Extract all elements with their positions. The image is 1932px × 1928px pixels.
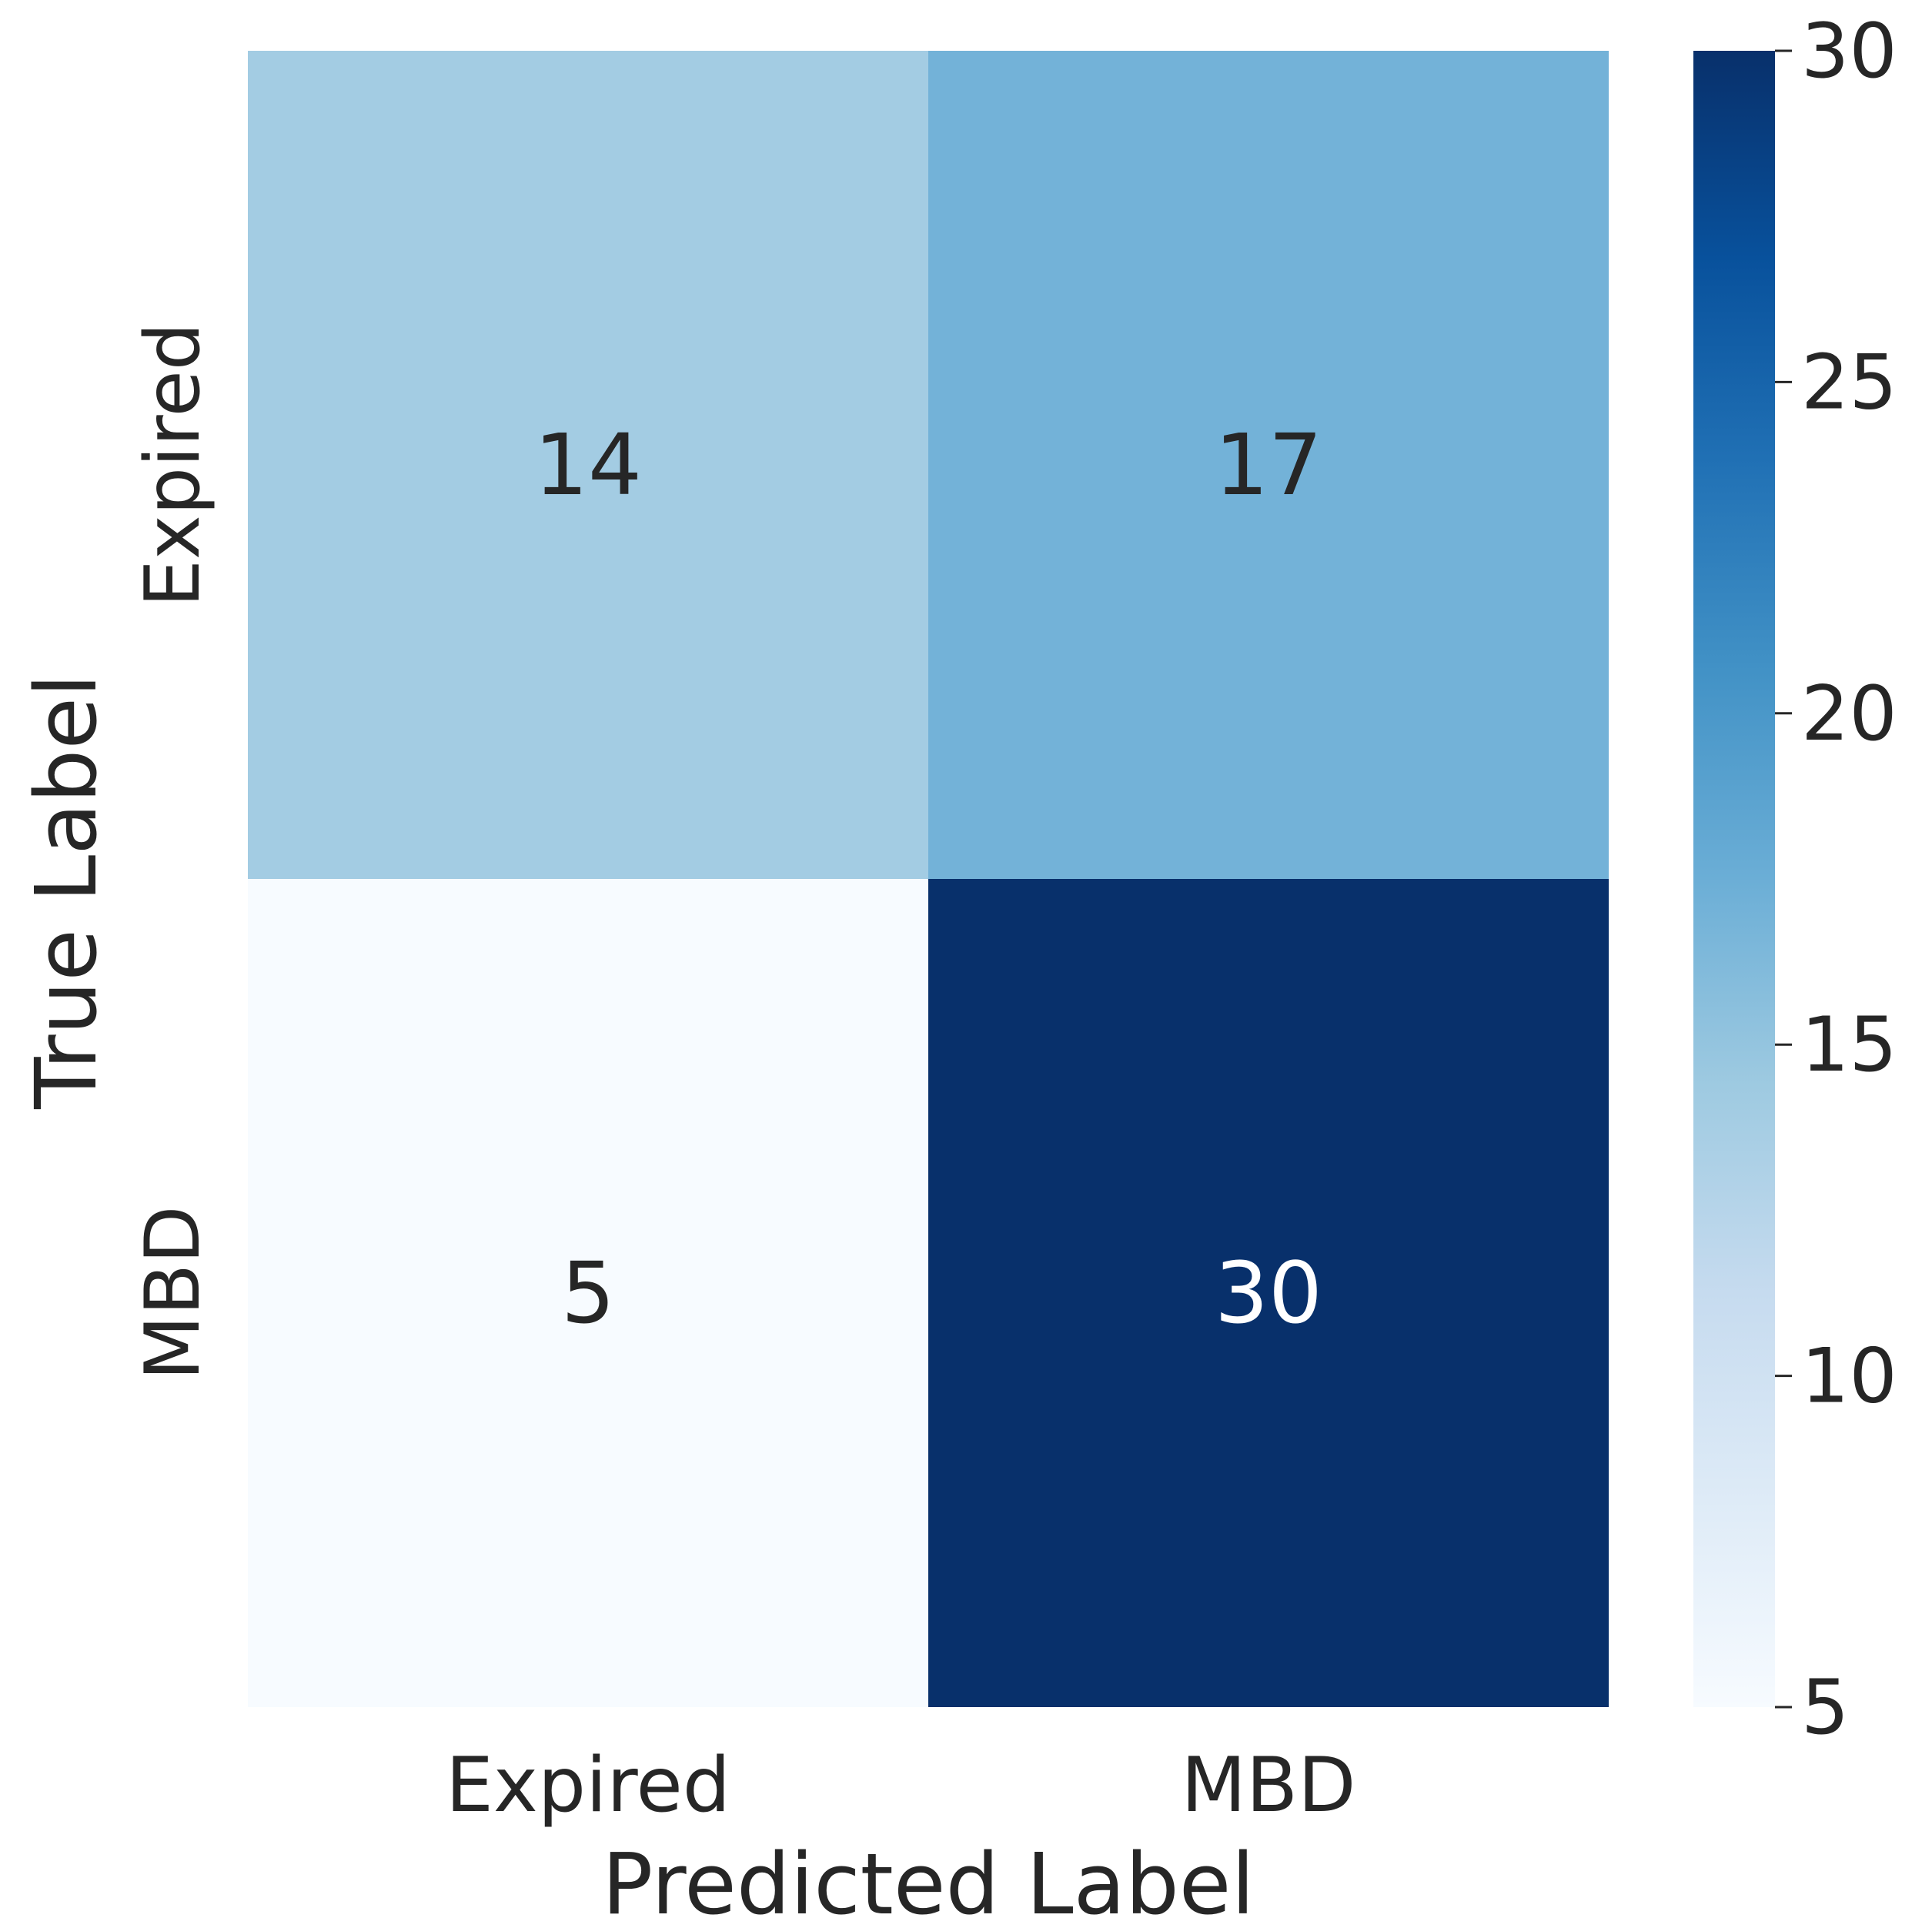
heatmap-annotations: 14 17 5 30 (534, 416, 1322, 1342)
heatmap-cell-mbd-expired (248, 879, 928, 1707)
cell-value-mbd-expired: 5 (561, 1244, 615, 1342)
colorbar-tick-label-30: 30 (1801, 8, 1897, 95)
colorbar-tick-label-10: 10 (1801, 1333, 1897, 1421)
colorbar-tick-label-15: 15 (1801, 1001, 1897, 1089)
y-tick-labels: Expired MBD (129, 322, 217, 1381)
colorbar-tick-label-25: 25 (1801, 339, 1897, 426)
colorbar-tick-label-5: 5 (1801, 1664, 1849, 1752)
cell-value-expired-mbd: 17 (1215, 416, 1322, 514)
x-axis-label: Predicted Label (602, 1835, 1255, 1925)
x-tick-label-mbd: MBD (1181, 1742, 1355, 1829)
heatmap-cell-expired-mbd (928, 51, 1609, 879)
x-tick-labels: Expired MBD (446, 1742, 1356, 1829)
y-tick-label-mbd: MBD (129, 1205, 217, 1380)
heatmap-cells (248, 51, 1609, 1707)
x-tick-label-expired: Expired (446, 1742, 730, 1829)
heatmap-cell-mbd-mbd (928, 879, 1609, 1707)
heatmap-cell-expired-expired (248, 51, 928, 879)
cell-value-mbd-mbd: 30 (1215, 1244, 1322, 1342)
y-axis-label: True Label (17, 673, 115, 1109)
colorbar-tick-label-20: 20 (1801, 670, 1897, 758)
colorbar-ticks: 5 10 15 20 25 30 (1775, 8, 1897, 1752)
colorbar (1693, 51, 1775, 1707)
cell-value-expired-expired: 14 (534, 416, 642, 514)
y-tick-label-expired: Expired (129, 322, 217, 607)
